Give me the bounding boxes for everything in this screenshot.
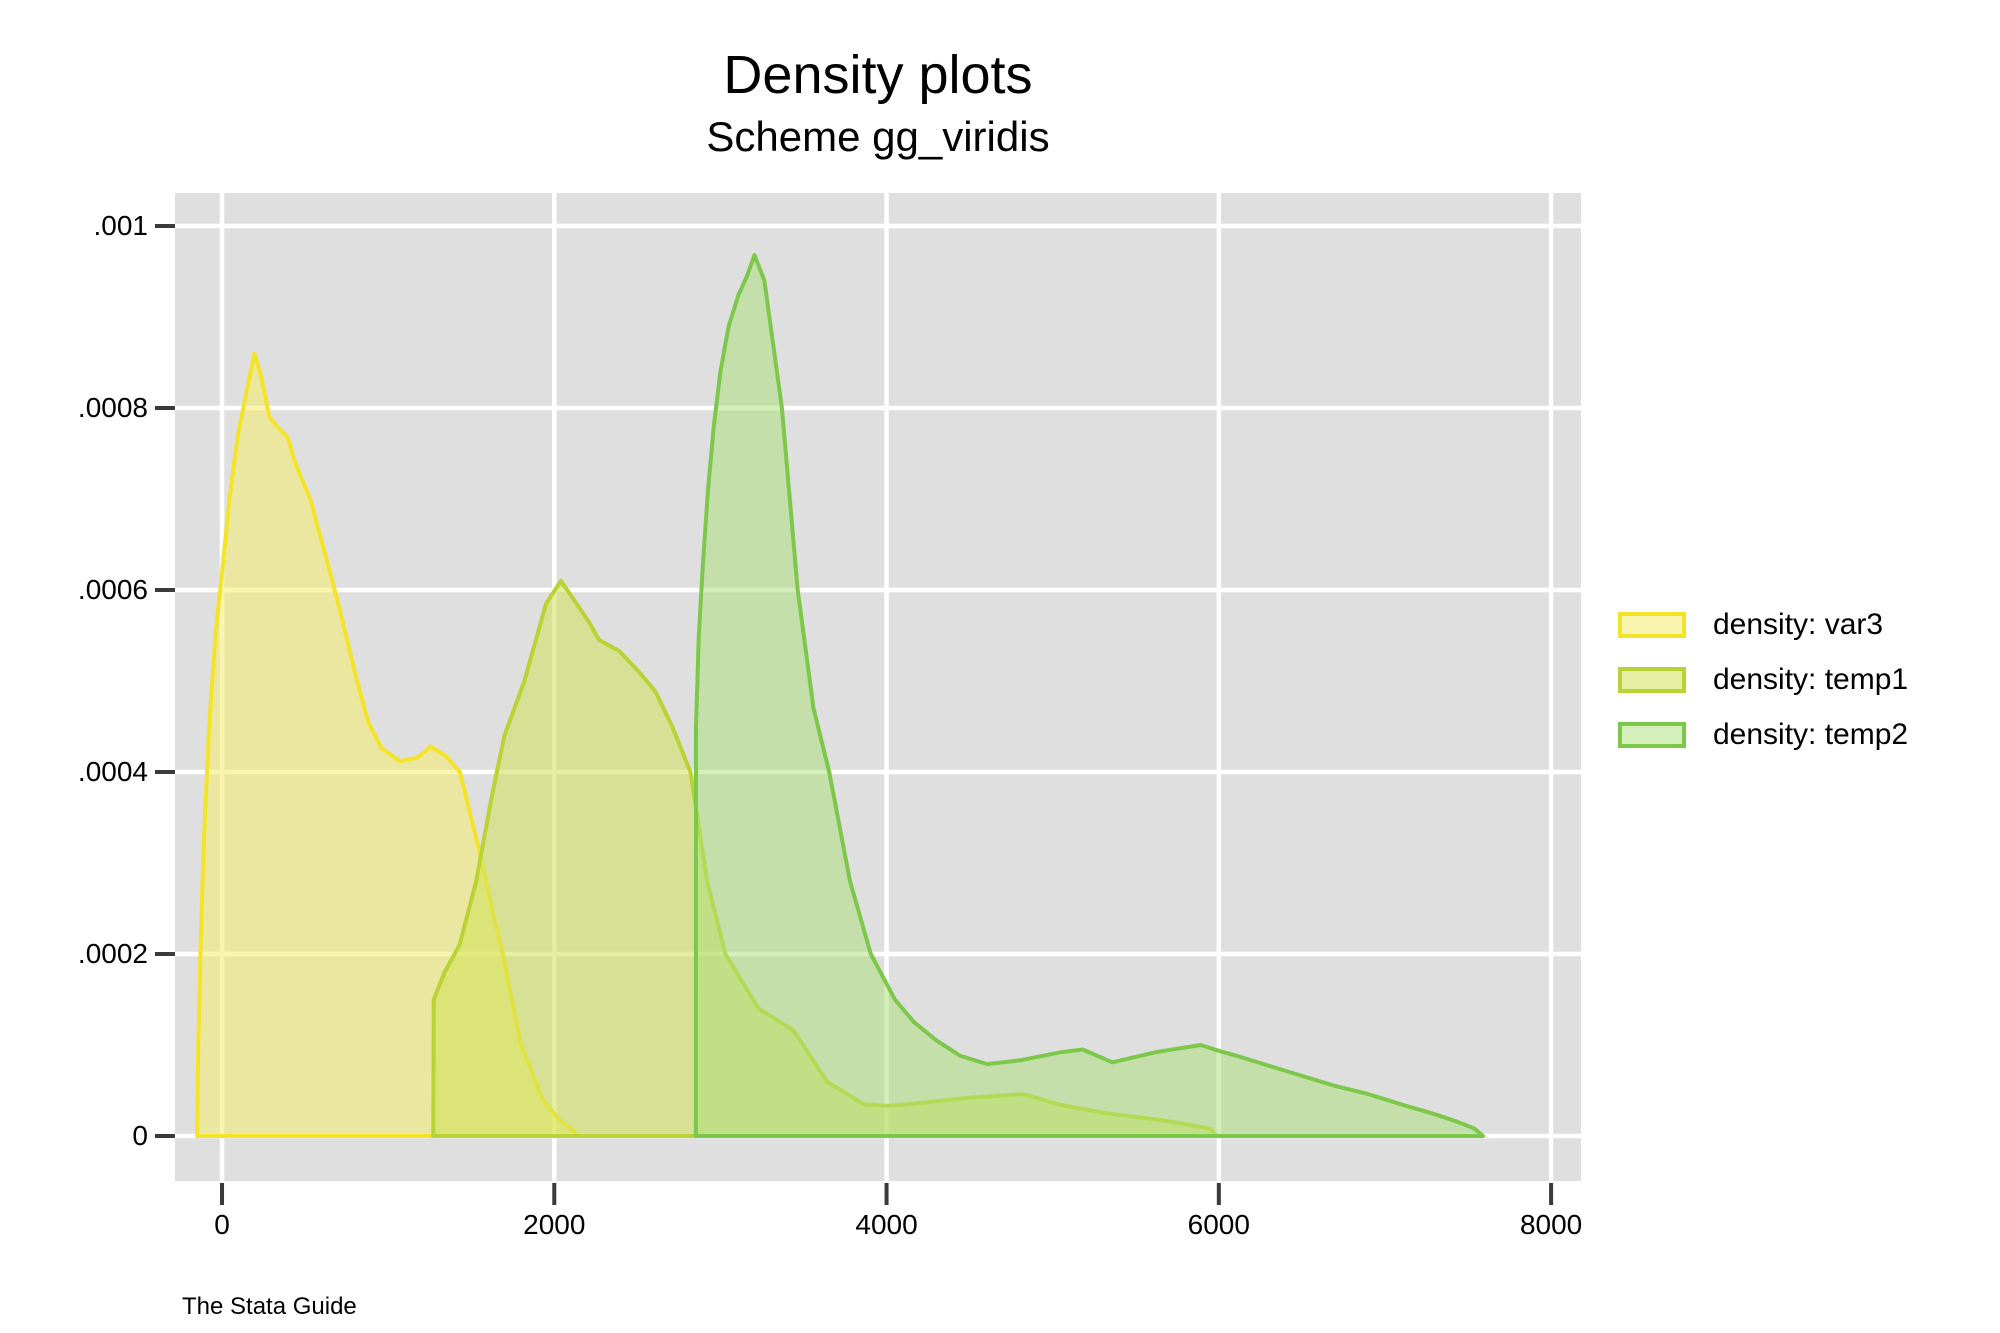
legend-swatch-icon	[1618, 612, 1686, 638]
y-tick-label: .0008	[77, 392, 148, 424]
x-tick-label: 4000	[855, 1209, 918, 1240]
legend: density: var3 density: temp1 density: temp…	[1618, 608, 1909, 777]
density-area-3	[693, 253, 1485, 1138]
x-tick-label: 2000	[523, 1209, 586, 1240]
legend-swatch-icon	[1618, 722, 1686, 748]
legend-label: density: temp1	[1713, 663, 1909, 696]
y-tick-label: .0002	[77, 937, 148, 969]
legend-row: density: temp2	[1618, 718, 1909, 751]
source-caption: The Stata Guide	[182, 1293, 357, 1320]
x-tick-label: 0	[214, 1209, 230, 1240]
legend-row: density: var3	[1618, 608, 1908, 641]
chart-title: Density plots	[723, 45, 1033, 105]
x-tick-label: 6000	[1187, 1209, 1250, 1240]
x-tick-label: 8000	[1519, 1209, 1583, 1240]
legend-label: density: temp2	[1713, 718, 1909, 751]
legend-row: density: temp1	[1618, 663, 1909, 696]
y-tick-label: .001	[93, 210, 149, 242]
legend-label: density: var3	[1713, 608, 1884, 641]
y-tick-label: 0	[132, 1119, 148, 1151]
chart-subtitle: Scheme gg_viridis	[706, 113, 1050, 160]
legend-swatch-icon	[1618, 667, 1686, 693]
y-tick-label: .0006	[77, 574, 148, 605]
y-tick-label: .0004	[77, 755, 148, 787]
